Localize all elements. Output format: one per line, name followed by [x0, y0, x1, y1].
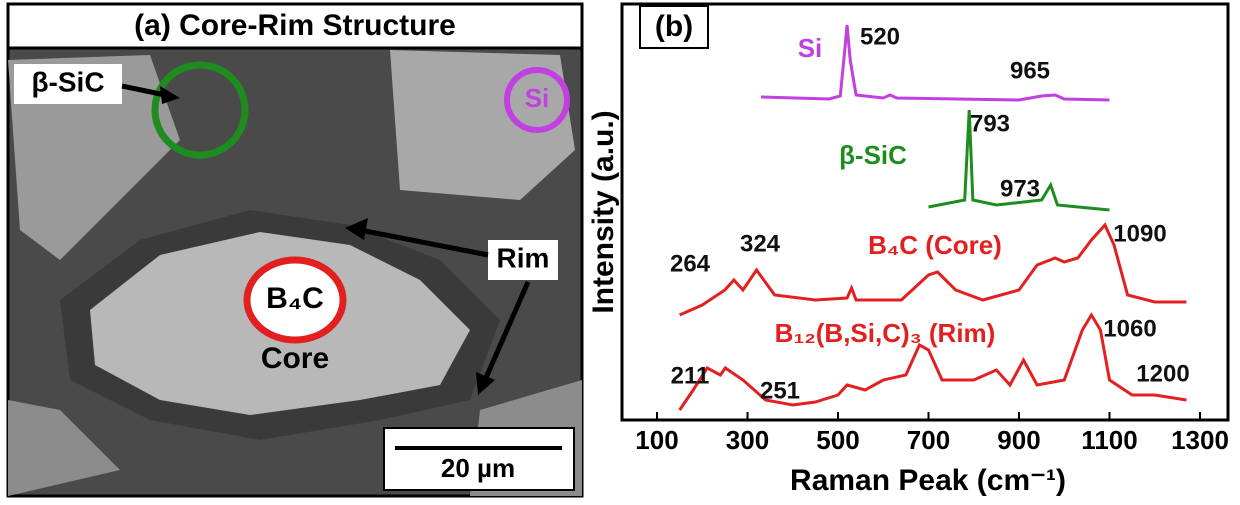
panel-label: (b): [655, 10, 693, 43]
peak-label: 251: [760, 377, 800, 404]
x-tick-label: 1100: [1081, 425, 1137, 455]
plot-frame: [622, 4, 1228, 420]
peak-label: 211: [671, 362, 710, 389]
x-tick-label: 1300: [1171, 425, 1229, 455]
rim-label: Rim: [497, 242, 550, 273]
micrograph-panel: (a) Core-Rim Structure β-SiC Si Rim B₄C …: [8, 4, 582, 496]
x-tick-label: 100: [635, 425, 678, 455]
scale-label: 20 µm: [441, 453, 515, 483]
figure: (a) Core-Rim Structure β-SiC Si Rim B₄C …: [0, 0, 1240, 500]
peak-label: 324: [740, 230, 781, 257]
core-label: Core: [261, 342, 329, 375]
si-label: Si: [525, 83, 550, 113]
series-label: B₄C (Core): [868, 230, 1002, 260]
series-label: Si: [798, 33, 823, 63]
x-tick-label: 900: [997, 425, 1040, 455]
y-axis-label: Intensity (a.u.): [587, 110, 620, 313]
x-tick-label: 500: [816, 425, 859, 455]
x-tick-label: 700: [907, 425, 950, 455]
x-axis-label: Raman Peak (cm⁻¹): [790, 464, 1066, 497]
peak-label: 965: [1010, 57, 1050, 84]
panel-title: (a) Core-Rim Structure: [134, 9, 456, 42]
peak-label: 520: [860, 23, 900, 50]
peak-label: 793: [970, 110, 1010, 137]
x-tick-label: 300: [726, 425, 769, 455]
sic-label: β-SiC: [31, 66, 104, 97]
series-label: B₁₂(B,Si,C)₃ (Rim): [775, 318, 996, 348]
peak-label: 973: [1000, 175, 1040, 202]
peak-label: 1200: [1136, 360, 1189, 387]
peak-label: 264: [670, 250, 711, 277]
series-label: β-SiC: [839, 140, 907, 170]
peak-label: 1090: [1113, 220, 1166, 247]
b4c-label: B₄C: [266, 282, 324, 315]
peak-label: 1060: [1103, 315, 1156, 342]
